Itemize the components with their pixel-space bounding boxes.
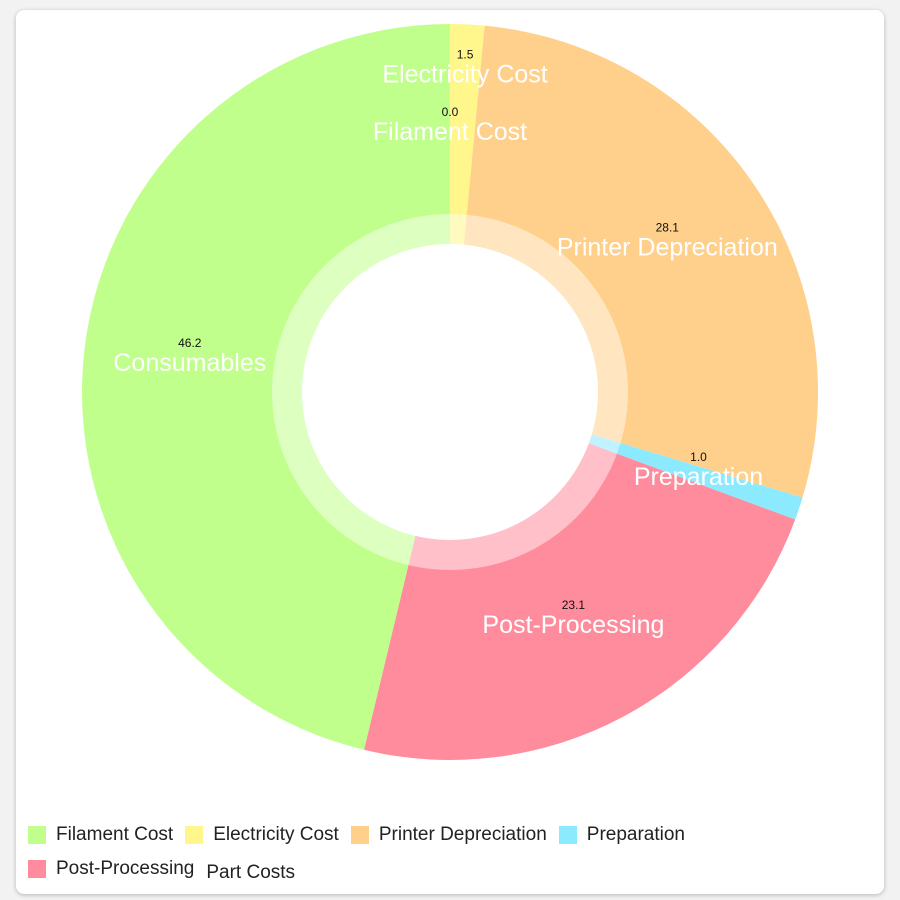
legend-swatch <box>185 826 204 844</box>
slice-name-label: Filament Cost <box>373 118 527 146</box>
legend-item[interactable]: Printer Depreciation <box>350 818 547 852</box>
legend-label: Post-Processing <box>56 858 195 879</box>
legend-swatch <box>350 826 369 844</box>
slice-value-label: 28.1 <box>656 221 680 235</box>
legend-item[interactable]: Electricity Cost <box>185 818 339 852</box>
slice-value-label: 46.2 <box>178 336 202 350</box>
legend-label: Printer Depreciation <box>378 824 547 845</box>
slice-value-label: 23.1 <box>562 598 586 612</box>
legend-swatch <box>558 826 577 844</box>
chart-legend: Filament Cost Electricity Cost Printer Dep… <box>28 818 848 890</box>
slice-value-label: 1.0 <box>690 450 707 464</box>
slice-name-label: Preparation <box>634 463 763 491</box>
slice-name-label: Consumables <box>113 349 266 377</box>
slice-value-label: 0.0 <box>442 105 459 119</box>
donut-hole <box>302 244 598 540</box>
legend-label: Part Costs <box>206 862 296 883</box>
legend-swatch <box>28 826 46 844</box>
slice-name-label: Electricity Cost <box>382 60 547 88</box>
slice-value-label: 1.5 <box>457 47 474 61</box>
legend-label: Preparation <box>586 824 685 845</box>
legend-item[interactable]: Post-Processing <box>28 852 194 886</box>
slice-name-label: Printer Depreciation <box>557 234 778 262</box>
legend-item[interactable]: Part Costs <box>206 856 295 890</box>
legend-label: Filament Cost <box>56 824 174 845</box>
legend-item[interactable]: Filament Cost <box>28 818 173 852</box>
legend-item[interactable]: Preparation <box>558 818 685 852</box>
legend-swatch <box>28 860 46 878</box>
legend-label: Electricity Cost <box>213 824 339 845</box>
slice-name-label: Post-Processing <box>482 611 664 639</box>
slice-consumables[interactable] <box>82 24 450 750</box>
